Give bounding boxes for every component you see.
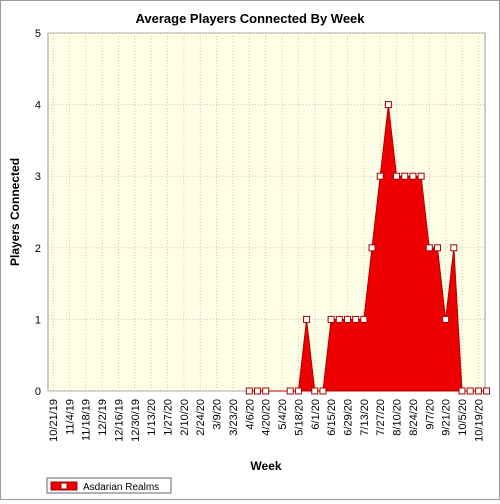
data-point — [458, 387, 466, 395]
data-point — [303, 315, 311, 323]
x-tick-label: 3/9/20 — [212, 399, 224, 430]
x-axis-label: Week — [250, 459, 281, 473]
x-tick-label: 9/7/20 — [424, 399, 436, 430]
data-point — [352, 315, 360, 323]
x-axis-ticks: 10/21/19 11/4/19 11/18/19 12/2/19 12/16/19 12… — [48, 399, 485, 442]
x-tick-label: 12/16/19 — [113, 399, 125, 442]
x-tick-label: 11/18/19 — [81, 399, 93, 441]
data-point — [466, 387, 474, 395]
x-tick-label: 12/30/19 — [130, 399, 142, 442]
x-tick-label: 9/21/20 — [441, 399, 453, 436]
x-tick-label: 6/29/20 — [342, 399, 354, 436]
legend-label: Asdarian Realms — [83, 482, 159, 493]
x-tick-label: 1/27/20 — [163, 399, 175, 436]
series-marker-layer — [245, 101, 491, 395]
data-point — [262, 387, 270, 395]
y-tick-label: 2 — [35, 243, 41, 255]
data-point — [335, 315, 343, 323]
data-point — [311, 387, 319, 395]
x-tick-label: 2/10/20 — [179, 399, 191, 436]
data-point — [425, 244, 433, 252]
data-point — [417, 172, 425, 180]
legend: Asdarian Realms — [46, 477, 172, 494]
x-tick-label: 7/27/20 — [375, 399, 387, 436]
data-point — [368, 244, 376, 252]
chart-title: Average Players Connected By Week — [135, 11, 365, 26]
y-tick-label: 0 — [35, 386, 41, 398]
y-axis-ticks: 0 1 2 3 4 5 — [35, 28, 41, 398]
x-tick-label: 7/13/20 — [359, 399, 371, 436]
legend-box — [46, 477, 172, 494]
y-tick-label: 4 — [35, 100, 41, 112]
data-point — [319, 387, 327, 395]
legend-marker-icon — [60, 482, 68, 490]
x-tick-label: 12/2/19 — [97, 399, 109, 436]
data-point — [393, 172, 401, 180]
data-point — [442, 315, 450, 323]
y-tick-label: 1 — [35, 314, 41, 326]
x-tick-label: 8/24/20 — [408, 399, 420, 436]
data-point — [327, 315, 335, 323]
data-point — [360, 315, 368, 323]
data-point — [401, 172, 409, 180]
data-point — [254, 387, 261, 395]
data-point — [483, 387, 491, 395]
data-point — [450, 244, 458, 252]
x-tick-label: 4/20/20 — [261, 399, 273, 436]
x-tick-label: 4/6/20 — [244, 399, 256, 430]
data-point — [294, 387, 302, 395]
data-point — [409, 172, 417, 180]
x-tick-label: 11/4/19 — [64, 399, 76, 435]
data-point — [474, 387, 482, 395]
x-tick-label: 1/13/20 — [146, 399, 158, 436]
grid — [48, 32, 485, 392]
y-tick-label: 3 — [35, 171, 41, 183]
x-tick-label: 2/24/20 — [195, 399, 207, 436]
x-tick-label: 6/1/20 — [310, 399, 322, 430]
data-point — [376, 172, 384, 180]
x-tick-label: 3/23/20 — [228, 399, 240, 436]
data-point — [433, 244, 441, 252]
data-point — [286, 387, 294, 395]
x-tick-label: 5/18/20 — [293, 399, 305, 436]
y-tick-label: 5 — [35, 28, 41, 40]
x-tick-label: 6/15/20 — [326, 399, 338, 436]
data-point — [343, 315, 351, 323]
x-tick-label: 10/21/19 — [48, 399, 60, 442]
x-tick-label: 5/4/20 — [277, 399, 289, 430]
data-point — [245, 387, 253, 395]
x-tick-label: 10/19/20 — [473, 399, 485, 442]
y-axis-label: Players Connected — [8, 158, 22, 266]
x-tick-label: 8/10/20 — [392, 399, 404, 436]
data-point — [384, 101, 392, 109]
x-tick-label: 10/5/20 — [457, 399, 469, 436]
